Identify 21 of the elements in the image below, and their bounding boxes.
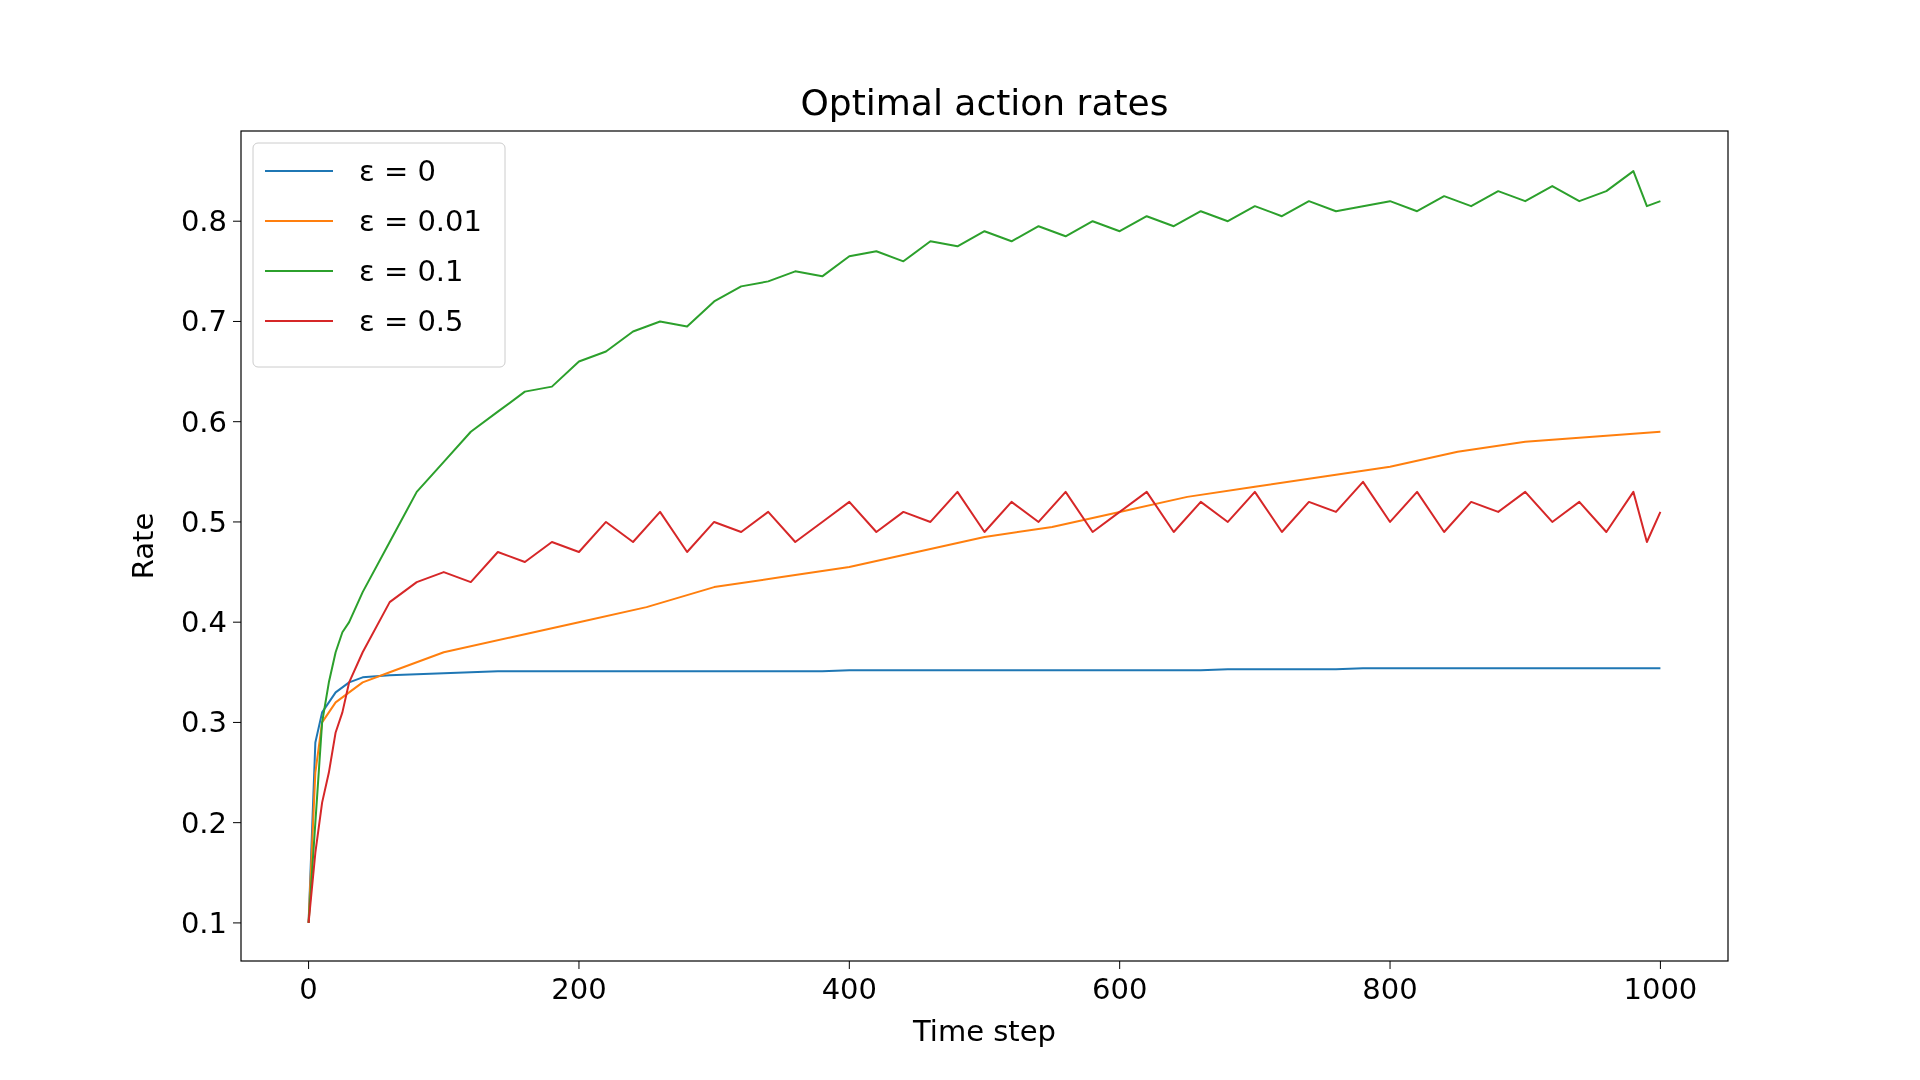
legend-label: ε = 0.1: [359, 254, 464, 288]
x-axis-title: Time step: [912, 1014, 1056, 1048]
y-tick-label: 0.2: [180, 805, 227, 840]
x-tick-label: 800: [1362, 972, 1418, 1006]
x-tick-label: 200: [551, 972, 607, 1006]
legend-label: ε = 0.01: [359, 204, 482, 238]
legend-label: ε = 0: [359, 154, 436, 188]
y-tick-label: 0.7: [180, 304, 227, 339]
y-axis-title: Rate: [126, 512, 160, 580]
x-tick-label: 0: [299, 972, 318, 1006]
x-tick-label: 600: [1092, 972, 1148, 1006]
legend-label: ε = 0.5: [359, 304, 464, 338]
y-tick-label: 0.5: [180, 504, 227, 539]
y-tick-label: 0.3: [180, 705, 227, 740]
y-tick-label: 0.1: [180, 905, 227, 940]
x-tick-label: 400: [821, 972, 877, 1006]
chart-title: Optimal action rates: [800, 82, 1169, 123]
y-tick-label: 0.6: [180, 404, 227, 439]
y-tick-label: 0.4: [180, 605, 227, 640]
x-tick-label: 1000: [1623, 972, 1698, 1006]
y-tick-label: 0.8: [180, 204, 227, 239]
